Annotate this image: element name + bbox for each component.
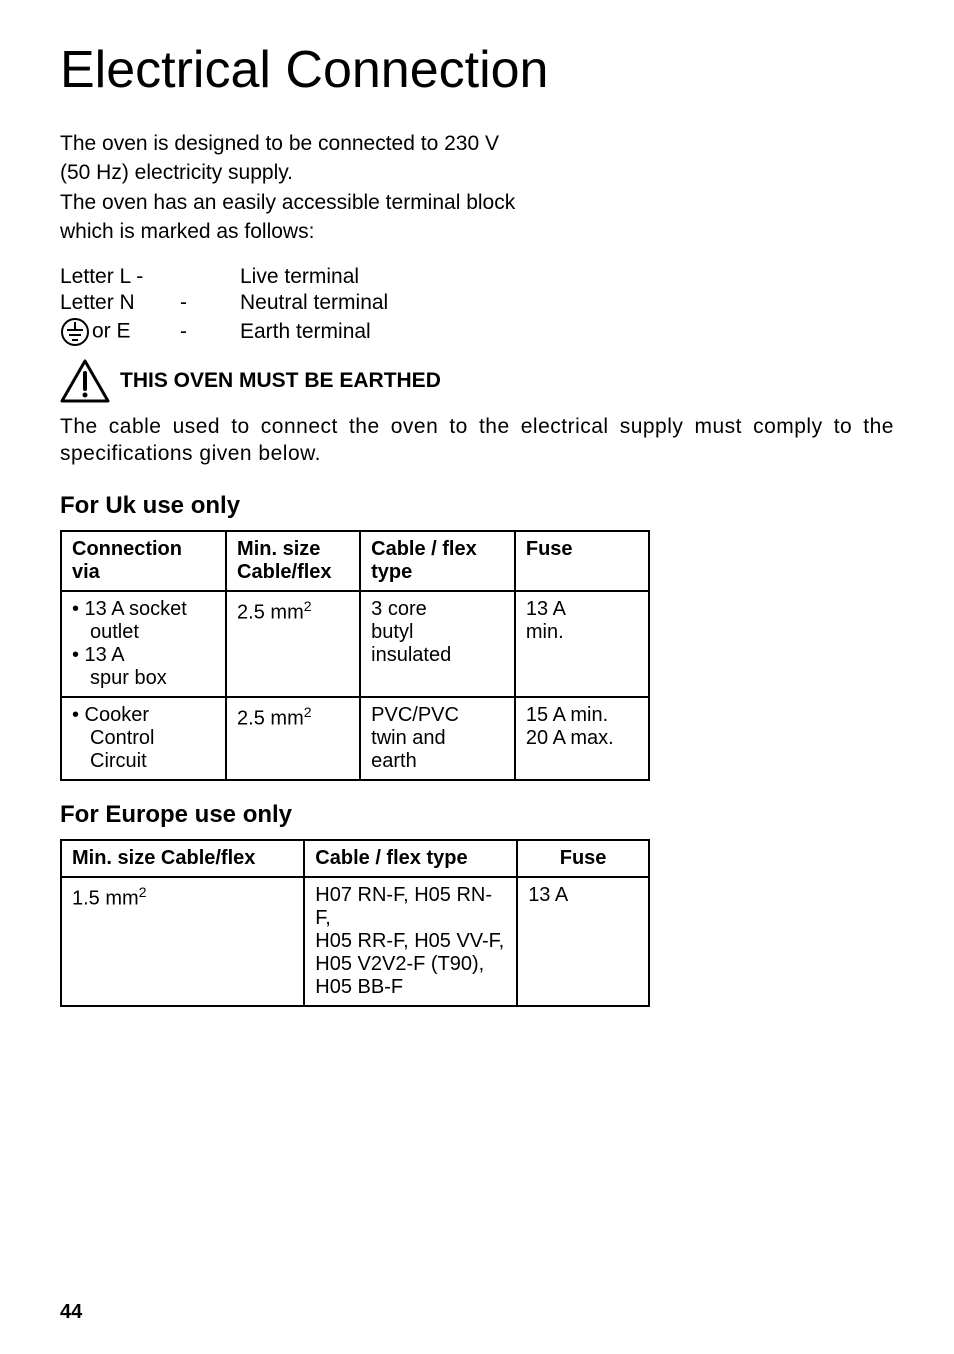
terminal-row-live: Letter L - Live terminal: [60, 265, 894, 289]
uk-size-value: 2.5 mm: [237, 601, 304, 623]
eu-table-header-row: Min. size Cable/flex Cable / flex type F…: [61, 840, 649, 877]
cable-line: insulated: [371, 644, 451, 666]
eu-header-fuse: Fuse: [517, 840, 649, 877]
uk-cell-fuse: 13 A min.: [515, 591, 649, 697]
bullet-item-cont: Control: [72, 727, 215, 750]
uk-header-connection: Connection via: [61, 531, 226, 591]
terminal-value: Earth terminal: [240, 320, 894, 344]
intro-line: which is marked as follows:: [60, 218, 894, 245]
terminal-row-neutral: Letter N - Neutral terminal: [60, 291, 894, 315]
uk-cell-minsize: 2.5 mm2: [226, 697, 360, 780]
terminal-label-suffix: or E: [92, 320, 131, 343]
terminal-label: Letter N: [60, 291, 180, 315]
cable-line: 3 core: [371, 598, 427, 620]
terminal-list: Letter L - Live terminal Letter N - Neut…: [60, 265, 894, 347]
sup: 2: [304, 598, 312, 614]
terminal-value: Neutral terminal: [240, 291, 894, 315]
uk-cell-minsize: 2.5 mm2: [226, 591, 360, 697]
cable-line: H05 V2V2-F (T90),: [315, 953, 484, 975]
intro-line: The oven is designed to be connected to …: [60, 130, 894, 157]
cable-line: earth: [371, 750, 417, 772]
eu-cell-minsize: 1.5 mm2: [61, 877, 304, 1006]
warning-text: THIS OVEN MUST BE EARTHED: [120, 369, 441, 393]
terminal-dash: -: [180, 291, 240, 315]
cable-line: H05 RR-F, H05 VV-F,: [315, 930, 504, 952]
intro-block: The oven is designed to be connected to …: [60, 130, 894, 245]
uk-table: Connection via Min. size Cable/flex Cabl…: [60, 530, 650, 781]
uk-header-cabletype: Cable / flex type: [360, 531, 515, 591]
eu-size-value: 1.5 mm: [72, 887, 139, 909]
bullet-item-cont: Circuit: [72, 750, 215, 773]
bullet-item-cont: spur box: [72, 667, 215, 690]
uk-table-row: • Cooker Control Circuit 2.5 mm2 PVC/PVC…: [61, 697, 649, 780]
uk-cell-fuse: 15 A min. 20 A max.: [515, 697, 649, 780]
cable-line: PVC/PVC: [371, 704, 459, 726]
fuse-line: min.: [526, 621, 564, 643]
eu-header-cabletype: Cable / flex type: [304, 840, 517, 877]
terminal-row-earth: or E - Earth terminal: [60, 317, 894, 347]
intro-line: The oven has an easily accessible termin…: [60, 189, 894, 216]
bullet-item-cont: outlet: [72, 621, 215, 644]
uk-table-row: • 13 A socket outlet • 13 A spur box 2.5…: [61, 591, 649, 697]
intro-line: (50 Hz) electricity supply.: [60, 159, 894, 186]
sup: 2: [304, 704, 312, 720]
eu-table-row: 1.5 mm2 H07 RN-F, H05 RN-F, H05 RR-F, H0…: [61, 877, 649, 1006]
uk-cell-cabletype: 3 core butyl insulated: [360, 591, 515, 697]
bullet-item: • 13 A socket: [72, 598, 215, 621]
uk-table-header-row: Connection via Min. size Cable/flex Cabl…: [61, 531, 649, 591]
uk-cell-connection: • 13 A socket outlet • 13 A spur box: [61, 591, 226, 697]
sup: 2: [139, 884, 147, 900]
terminal-dash: -: [180, 320, 240, 344]
warning-triangle-icon: [60, 359, 110, 403]
eu-heading: For Europe use only: [60, 801, 894, 829]
bullet-item: • Cooker: [72, 704, 215, 727]
eu-cell-cabletype: H07 RN-F, H05 RN-F, H05 RR-F, H05 VV-F, …: [304, 877, 517, 1006]
terminal-label-earth: or E: [60, 317, 180, 347]
earth-icon: [60, 317, 90, 347]
cable-paragraph: The cable used to connect the oven to th…: [60, 413, 894, 468]
terminal-value: Live terminal: [240, 265, 894, 289]
warning-row: THIS OVEN MUST BE EARTHED: [60, 359, 894, 403]
fuse-line: 15 A min.: [526, 704, 608, 726]
page-title: Electrical Connection: [60, 40, 894, 100]
fuse-line: 20 A max.: [526, 727, 614, 749]
cable-line: H07 RN-F, H05 RN-F,: [315, 884, 492, 929]
uk-cell-connection: • Cooker Control Circuit: [61, 697, 226, 780]
uk-header-minsize: Min. size Cable/flex: [226, 531, 360, 591]
eu-cell-fuse: 13 A: [517, 877, 649, 1006]
page-number: 44: [60, 1301, 82, 1324]
cable-line: H05 BB-F: [315, 976, 403, 998]
eu-table: Min. size Cable/flex Cable / flex type F…: [60, 839, 650, 1007]
cable-line: butyl: [371, 621, 413, 643]
uk-header-fuse: Fuse: [515, 531, 649, 591]
uk-size-value: 2.5 mm: [237, 707, 304, 729]
bullet-item: • 13 A: [72, 644, 215, 667]
uk-heading: For Uk use only: [60, 492, 894, 520]
terminal-label: Letter L -: [60, 265, 180, 289]
cable-line: twin and: [371, 727, 446, 749]
fuse-line: 13 A: [526, 598, 566, 620]
uk-cell-cabletype: PVC/PVC twin and earth: [360, 697, 515, 780]
eu-header-minsize: Min. size Cable/flex: [61, 840, 304, 877]
